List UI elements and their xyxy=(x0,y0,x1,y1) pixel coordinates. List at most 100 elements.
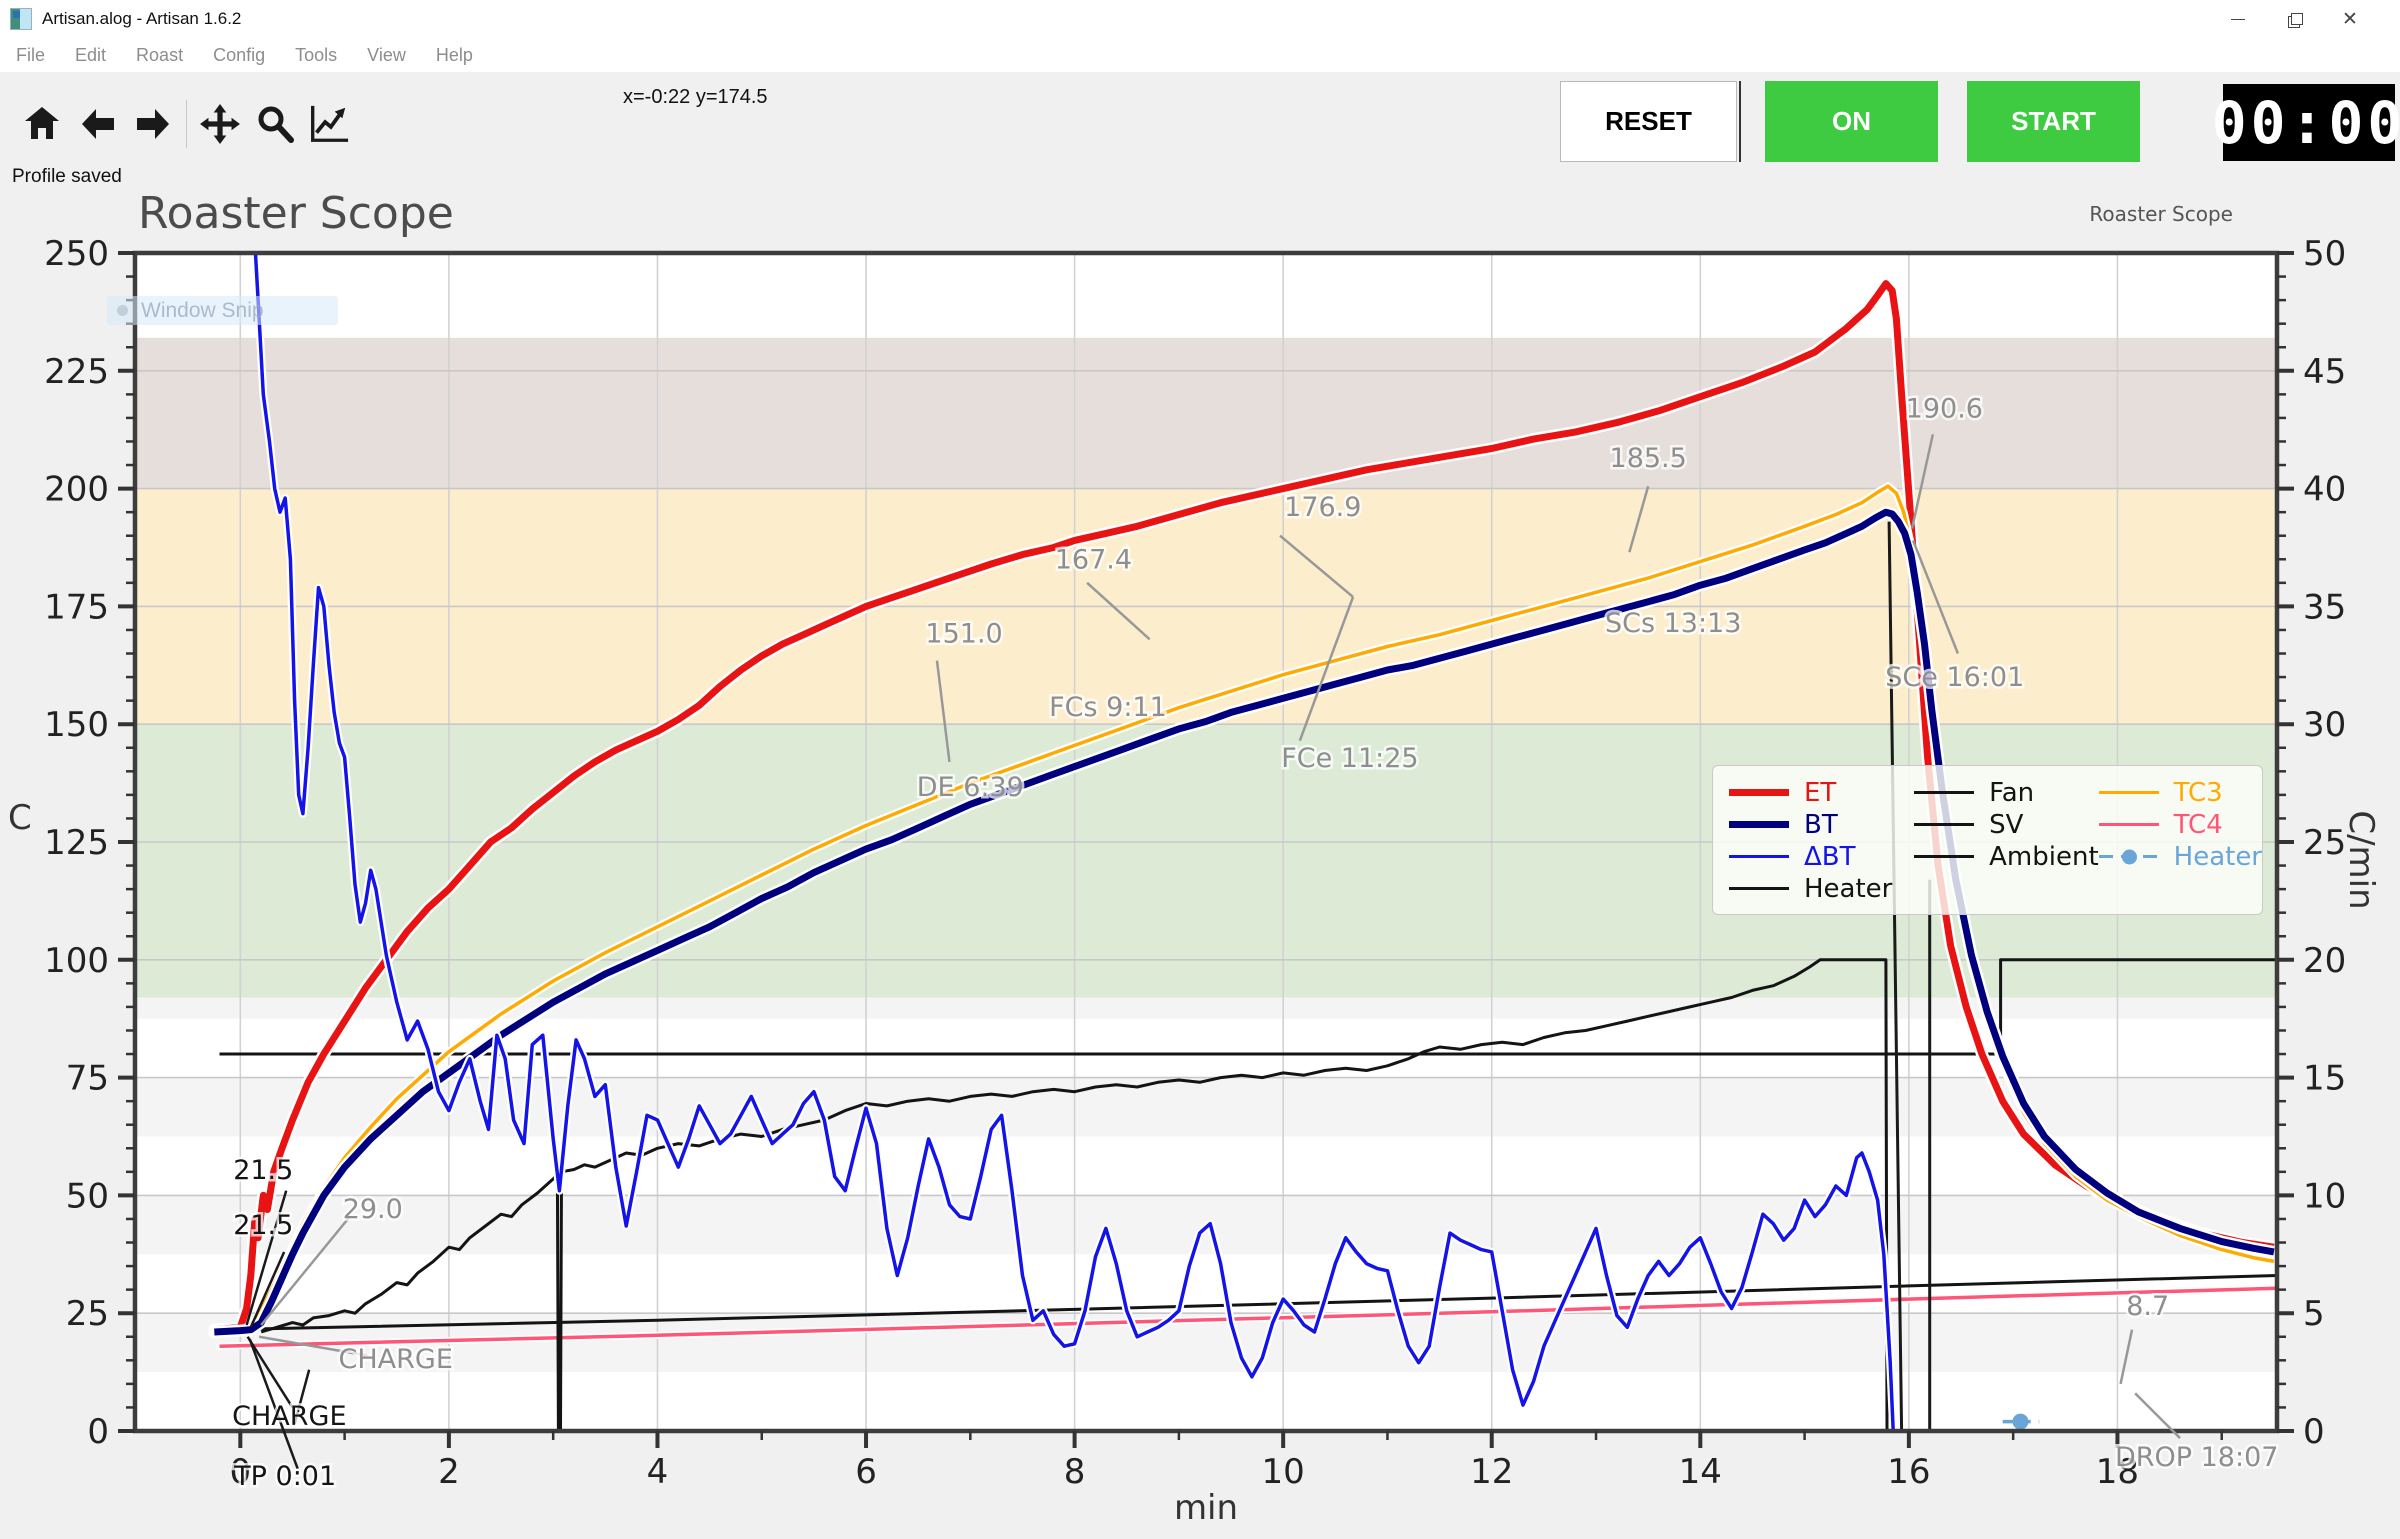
series-ΔBT xyxy=(251,253,1898,1431)
svg-text:10: 10 xyxy=(1262,1452,1305,1492)
back-arrow-icon xyxy=(82,109,114,139)
svg-text:50: 50 xyxy=(2303,234,2346,274)
close-button[interactable]: ✕ xyxy=(2322,0,2378,38)
forward-button[interactable] xyxy=(131,102,175,146)
plot-settings-button[interactable] xyxy=(306,102,350,146)
series-BT xyxy=(208,506,2277,1338)
restore-button[interactable] xyxy=(2266,0,2322,38)
annotation-190-6: 190.6 xyxy=(1906,393,1983,424)
legend-swatch-ambient xyxy=(1914,855,1975,858)
menu-item-help[interactable]: Help xyxy=(435,44,473,65)
svg-text:18: 18 xyxy=(2096,1452,2139,1492)
svg-text:175: 175 xyxy=(44,587,109,627)
legend-entry-bt: BT xyxy=(1729,809,1914,840)
legend-entry-δbt: ΔBT xyxy=(1729,842,1914,872)
minimize-icon xyxy=(2231,18,2245,20)
annotation-charge: CHARGE xyxy=(232,1401,346,1432)
series-marker xyxy=(2012,1413,2029,1430)
y-axis-label-left: C xyxy=(8,798,32,838)
menu-item-edit[interactable]: Edit xyxy=(75,44,107,65)
menu-item-view[interactable]: View xyxy=(367,44,406,65)
series-Heater power marker xyxy=(2002,1413,2040,1430)
svg-text:75: 75 xyxy=(66,1059,109,1099)
svg-text:125: 125 xyxy=(44,823,109,863)
back-button[interactable] xyxy=(76,102,120,146)
start-button[interactable]: START xyxy=(1967,81,2140,162)
annotation-8-7: 8.7 xyxy=(2126,1291,2169,1322)
button-separator xyxy=(1739,81,1741,162)
menu-item-roast[interactable]: Roast xyxy=(136,44,184,65)
chart-corner-label: Roaster Scope xyxy=(2089,202,2233,226)
legend-label-ambient: Ambient xyxy=(1989,841,2099,872)
svg-text:35: 35 xyxy=(2303,587,2346,627)
legend-swatch-et xyxy=(1729,789,1789,796)
legend-entry-heater: Heater xyxy=(1729,873,1914,904)
legend-swatch-tc4 xyxy=(2098,822,2159,827)
svg-text:10: 10 xyxy=(2303,1176,2346,1216)
home-icon xyxy=(25,107,59,139)
svg-text:25: 25 xyxy=(2303,823,2346,863)
legend-entry-heater: Heater xyxy=(2098,841,2262,872)
svg-text:30: 30 xyxy=(2303,705,2346,745)
on-button[interactable]: ON xyxy=(1765,81,1938,162)
pan-button[interactable] xyxy=(198,102,242,146)
annotation-leaders xyxy=(245,434,2181,1470)
reset-button[interactable]: RESET xyxy=(1560,81,1737,162)
x-axis-label: min xyxy=(1173,1488,1239,1528)
svg-text:5: 5 xyxy=(2303,1294,2325,1334)
series-Fan xyxy=(219,958,2277,1056)
menu-item-tools[interactable]: Tools xyxy=(295,44,338,65)
toolbar-separator xyxy=(186,100,187,148)
menu-item-config[interactable]: Config xyxy=(213,44,266,65)
annotation-151-0: 151.0 xyxy=(925,619,1002,650)
home-button[interactable] xyxy=(20,102,64,146)
annotation-drop-18-07: DROP 18:07 xyxy=(2115,1442,2278,1473)
annotation-21-5: 21.5 xyxy=(233,1210,293,1241)
minimize-button[interactable] xyxy=(2210,0,2266,38)
pan-move-icon xyxy=(200,104,240,144)
roast-timer-display: 00:00 xyxy=(2212,84,2400,161)
series-ET xyxy=(208,277,2277,1336)
zoom-rect-button[interactable] xyxy=(253,102,297,146)
svg-text:225: 225 xyxy=(44,352,109,392)
series-TC4 xyxy=(216,1284,2277,1350)
annotation-176-9: 176.9 xyxy=(1284,492,1361,523)
annotation-charge: CHARGE xyxy=(339,1344,453,1375)
legend-entry-sv: SV xyxy=(1914,810,2099,840)
plot-scale-icon xyxy=(311,105,349,142)
tan-phase-band xyxy=(135,337,2277,489)
snip-ghost-text: Window Snip xyxy=(141,298,264,322)
annotation-fce-11-25: FCe 11:25 xyxy=(1281,743,1418,774)
artisan-app-icon xyxy=(10,8,32,30)
y-axis-label-right: C/min xyxy=(2341,810,2381,910)
menu-item-file[interactable]: File xyxy=(16,44,46,65)
cursor-coords-readout: x=-0:22 y=174.5 xyxy=(623,86,768,108)
snip-dot-icon xyxy=(117,305,128,316)
legend-label-tc4: TC4 xyxy=(2173,809,2223,840)
restore-icon xyxy=(2287,12,2303,28)
svg-text:14: 14 xyxy=(1679,1452,1722,1492)
legend-label-heater: Heater xyxy=(2173,841,2262,872)
svg-text:250: 250 xyxy=(44,234,109,274)
annotation-sce-16-01: SCe 16:01 xyxy=(1885,662,2024,693)
annotation-29-0: 29.0 xyxy=(343,1194,403,1225)
legend-label-heater: Heater xyxy=(1804,873,1893,904)
legend-swatch-heater xyxy=(1729,887,1789,890)
svg-text:16: 16 xyxy=(1887,1452,1930,1492)
legend-swatch-bt xyxy=(1729,821,1789,828)
annotation-167-4: 167.4 xyxy=(1055,544,1132,575)
legend-label-fan: Fan xyxy=(1989,777,2035,808)
svg-text:0: 0 xyxy=(87,1412,109,1452)
menu-bar: File Edit Roast Config Tools View Help xyxy=(0,38,2400,72)
legend-entry-tc4: TC4 xyxy=(2098,809,2262,840)
axis-ticks xyxy=(118,251,2294,1448)
legend-label-bt: BT xyxy=(1804,809,1838,840)
annotation-de-6-39: DE 6:39 xyxy=(917,772,1024,803)
legend-entry-et: ET xyxy=(1729,778,1914,808)
legend-label-tc3: TC3 xyxy=(2173,777,2223,808)
svg-text:25: 25 xyxy=(66,1294,109,1334)
title-bar: Artisan.alog - Artisan 1.6.2 ✕ xyxy=(0,0,2400,38)
legend-entry-ambient: Ambient xyxy=(1914,841,2099,872)
svg-text:4: 4 xyxy=(647,1452,669,1492)
